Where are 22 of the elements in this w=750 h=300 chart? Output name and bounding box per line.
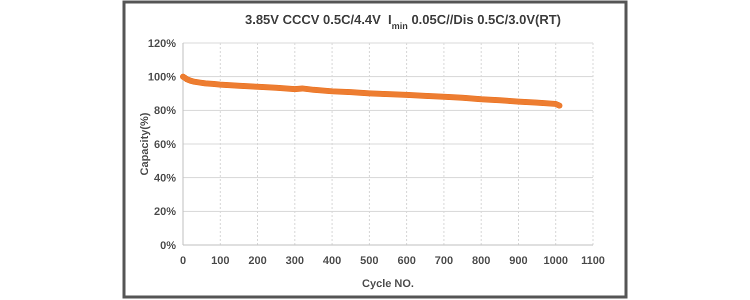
x-tick-label: 1000 (543, 255, 568, 267)
x-tick-label: 500 (360, 255, 379, 267)
x-tick-label: 600 (397, 255, 416, 267)
x-tick-label: 400 (322, 255, 342, 267)
x-tick-label: 700 (434, 255, 454, 267)
x-tick-label: 900 (509, 255, 528, 267)
x-tick-label: 1100 (581, 255, 605, 267)
x-tick-label: 800 (472, 255, 490, 267)
x-tick-label: 200 (248, 255, 267, 267)
x-tick-label: 100 (211, 255, 230, 267)
y-axis-title: Capacity(%) (139, 112, 151, 176)
y-tick-label: 100% (148, 72, 176, 84)
chart-title: 3.85V CCCV 0.5C/4.4V I$_{min}$ 0.05C//Dis 0.5C/3.0V(RT) (244, 12, 562, 31)
y-tick-label: 0% (160, 240, 176, 252)
y-tick-label: 40% (154, 172, 176, 185)
y-tick-label: 80% (154, 105, 176, 118)
y-tick-label: 20% (154, 206, 176, 218)
y-tick-label: 60% (154, 138, 176, 151)
x-axis-title: Cycle NO. (362, 278, 414, 290)
x-tick-label: 0 (180, 255, 186, 267)
y-tick-label: 120% (148, 38, 176, 50)
x-tick-label: 300 (286, 255, 304, 267)
